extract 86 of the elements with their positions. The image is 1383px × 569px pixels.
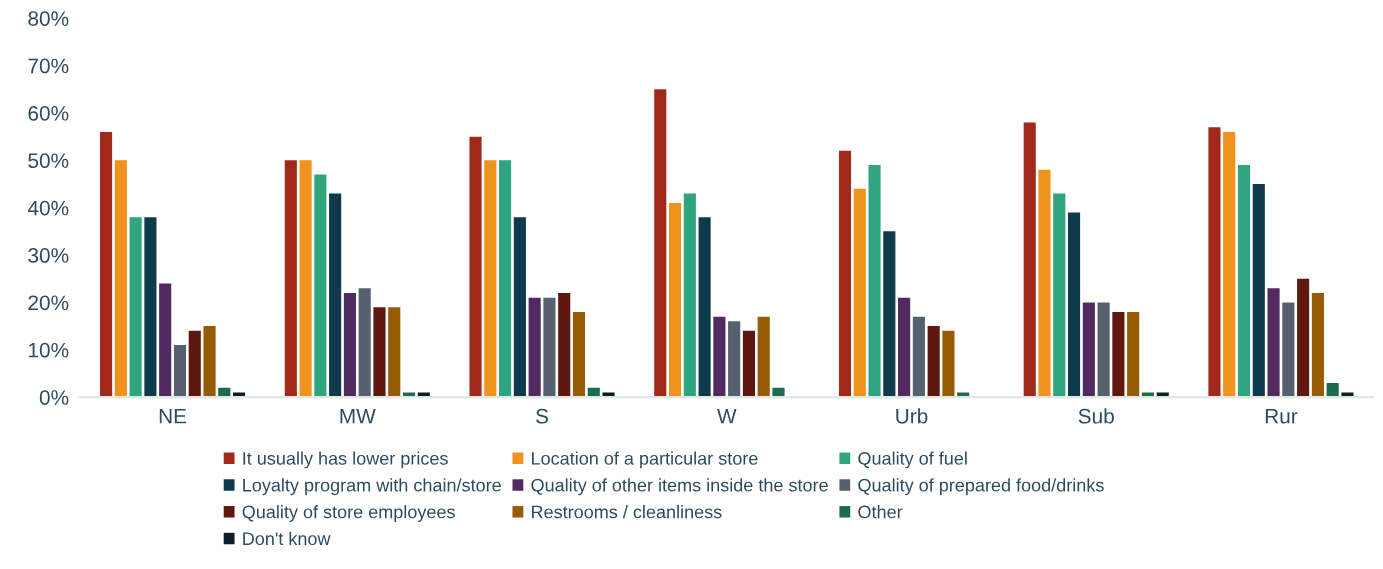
bar — [100, 131, 113, 398]
legend-label: Loyalty program with chain/store — [243, 478, 501, 496]
bar — [1297, 278, 1310, 398]
bar — [1038, 169, 1051, 398]
bar — [1097, 302, 1110, 398]
bar — [144, 217, 157, 398]
bar — [284, 160, 297, 398]
bar — [484, 160, 497, 398]
bar — [1053, 193, 1066, 398]
bar — [838, 150, 852, 398]
bar — [1311, 292, 1324, 398]
y-tick-label: 50% — [28, 153, 69, 169]
bar — [513, 217, 526, 398]
bar — [853, 188, 866, 398]
bar — [373, 307, 386, 398]
bar — [314, 174, 327, 398]
bar — [528, 297, 541, 398]
bar — [683, 193, 696, 398]
x-tick-label: NE — [159, 409, 187, 424]
bar — [388, 307, 401, 398]
bar — [713, 316, 726, 398]
bar — [159, 283, 172, 398]
bar — [1341, 392, 1354, 398]
bar — [343, 292, 356, 398]
bar — [1068, 212, 1081, 398]
bar — [1223, 131, 1236, 398]
bar — [1252, 184, 1265, 398]
bar — [469, 136, 482, 398]
bar — [742, 330, 755, 398]
bar — [114, 160, 127, 398]
y-tick-label: 70% — [28, 58, 69, 74]
bar — [898, 297, 911, 398]
bar — [668, 202, 682, 398]
bar — [1282, 302, 1295, 398]
legend-label: Quality of prepared food/drinks — [858, 478, 1104, 496]
bar — [1082, 302, 1095, 398]
bar — [728, 321, 741, 398]
y-tick-label: 0% — [39, 390, 69, 405]
bar — [602, 392, 615, 398]
legend-label: Other — [858, 505, 903, 519]
bar — [1208, 127, 1221, 398]
bar — [188, 330, 201, 398]
bar — [772, 387, 785, 398]
bar — [912, 316, 925, 398]
bar — [558, 292, 571, 398]
y-tick-label: 30% — [28, 248, 69, 263]
bar — [499, 160, 512, 398]
bar — [1112, 311, 1125, 398]
bar — [1127, 311, 1140, 398]
bar — [358, 288, 371, 398]
legend-label: Location of a particular store — [532, 451, 758, 469]
bar — [572, 311, 586, 398]
legend-label: Quality of other items inside the store — [531, 478, 828, 496]
y-tick-label: 20% — [28, 295, 69, 311]
x-tick-label: Sub — [1078, 408, 1114, 424]
legend-label: It usually has lower prices — [243, 451, 448, 469]
y-tick-label: 10% — [29, 342, 69, 358]
x-tick-label: S — [536, 408, 549, 424]
bar — [883, 231, 896, 398]
x-tick-label: W — [717, 409, 737, 424]
bar — [299, 160, 312, 398]
x-tick-label: Urb — [896, 408, 928, 424]
bar — [698, 217, 711, 398]
bar — [654, 89, 667, 398]
bar — [1326, 382, 1339, 398]
bar — [1023, 122, 1036, 398]
y-tick-label: 60% — [28, 105, 69, 121]
bar — [329, 193, 342, 398]
bar — [757, 316, 770, 398]
bar — [543, 297, 556, 398]
bar — [1237, 165, 1251, 398]
bar — [129, 217, 142, 398]
bar — [173, 345, 187, 398]
legend-label: Quality of fuel — [858, 451, 967, 469]
bar — [927, 326, 940, 398]
bar — [868, 165, 881, 398]
bar — [942, 330, 955, 398]
legend-label: Quality of store employees — [242, 505, 455, 522]
x-tick-label: Rur — [1265, 409, 1298, 424]
legend-label: Restrooms / cleanliness — [532, 505, 722, 519]
y-tick-label: 80% — [28, 11, 69, 26]
bar — [1267, 288, 1280, 398]
bar — [203, 326, 216, 398]
legend-label: Don't know — [243, 531, 331, 546]
x-tick-label: MW — [340, 409, 376, 424]
y-tick-label: 40% — [27, 200, 69, 216]
